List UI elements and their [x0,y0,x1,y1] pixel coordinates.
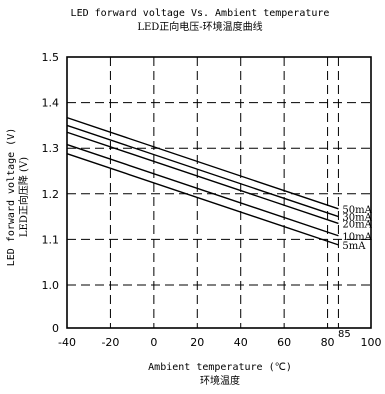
y-axis-label-cn: LED正向压降 (V) [17,157,30,237]
chart-subtitle: LED正向电压-环境温度曲线 [137,20,262,33]
y-axis-label: LED forward voltage (V) [6,128,17,266]
y-tick-label: 1.0 [42,279,60,292]
y-tick-label: 1.2 [42,188,60,201]
y-tick-label: 1.1 [42,233,60,246]
x-tick-label: -20 [101,336,119,349]
series-line [66,116,339,210]
plot-area-frame [66,56,372,329]
x-tick-label: 80 [321,336,335,349]
series-label: 50mA [342,205,372,216]
y-tick-label: 1.3 [42,142,60,155]
series-line [66,143,339,237]
series-line [66,131,339,225]
series-lines [66,116,339,246]
y-tick-label: 1.4 [42,97,60,110]
series-line [66,124,339,218]
axis-tick-labels: -40 -20 0 20 40 60 80 100 85 1.0 1.1 1.2 1.3 1.4 1.5 0 [42,51,382,349]
series-label: 10mA [342,232,372,243]
x-axis-label-cn: 环境温度 [200,374,240,387]
x-tick-label: 60 [277,336,291,349]
series-line [66,153,339,246]
x-tick-label: 20 [190,336,204,349]
x-tick-label: -40 [58,336,76,349]
x-tick-label: 100 [361,336,382,349]
grid [67,57,371,328]
chart-title: LED forward voltage Vs. Ambient temperat… [71,8,330,19]
x-axis-label: Ambient temperature (℃) [148,362,292,373]
x-tick-label: 0 [150,336,157,349]
series-label: 30mA [342,213,372,224]
x-tick-label-85: 85 [338,329,351,340]
series-label: 20mA [342,219,372,230]
y-tick-label: 1.5 [42,51,60,64]
x-tick-label: 40 [234,336,248,349]
series-label: 5mA [342,241,366,252]
y-tick-label-zero: 0 [52,322,59,335]
